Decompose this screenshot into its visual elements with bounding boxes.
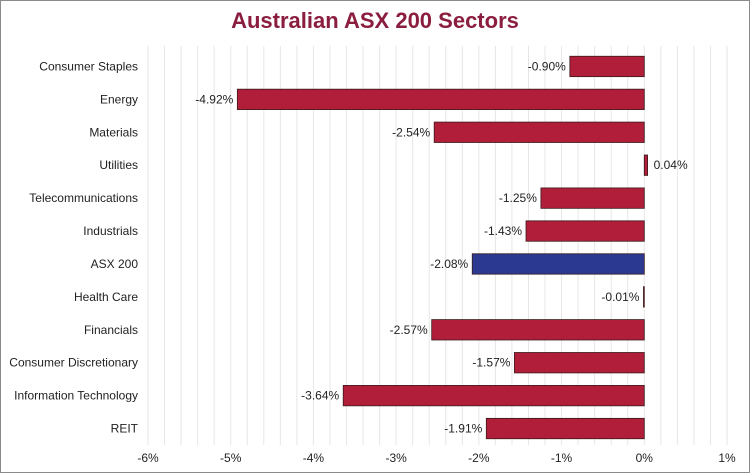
bar <box>433 121 645 143</box>
data-label: -1.91% <box>444 422 482 436</box>
data-label: -3.64% <box>301 389 339 403</box>
category-label: Consumer Staples <box>39 59 138 73</box>
bars <box>236 55 648 440</box>
bar <box>569 55 645 78</box>
data-label: -4.92% <box>195 92 233 106</box>
labels: -6% -5% -4% -3% -2% -1% 0% 1% Consumer Staples -0… <box>9 59 736 465</box>
category-label: Consumer Discretionary <box>9 356 138 370</box>
category-label: Financials <box>84 323 138 337</box>
category-label: Industrials <box>83 224 138 238</box>
bar <box>471 253 645 275</box>
bar <box>514 352 645 374</box>
bar <box>236 88 645 110</box>
bar <box>431 319 645 341</box>
x-tick-label: -2% <box>468 451 490 465</box>
data-label: -2.57% <box>390 323 428 337</box>
bar <box>525 220 645 242</box>
category-label: ASX 200 <box>91 257 139 271</box>
bar <box>643 154 648 176</box>
data-label: -1.57% <box>472 356 510 370</box>
grid-lines <box>147 46 728 445</box>
data-label: 0.04% <box>654 158 688 172</box>
chart-title: Australian ASX 200 Sectors <box>231 8 519 33</box>
x-tick-label: 0% <box>636 451 654 465</box>
x-tick-label: -3% <box>385 451 407 465</box>
category-label: Energy <box>100 92 138 106</box>
x-tick-label: -4% <box>303 451 325 465</box>
category-label: REIT <box>111 422 139 436</box>
category-label: Health Care <box>74 290 138 304</box>
category-label: Information Technology <box>14 389 138 403</box>
data-label: -2.08% <box>430 257 468 271</box>
bar <box>643 286 645 308</box>
x-tick-label: -1% <box>551 451 573 465</box>
bar <box>342 385 645 407</box>
data-label: -1.25% <box>499 191 537 205</box>
x-tick-label: -6% <box>137 451 159 465</box>
data-label: -0.90% <box>528 59 566 73</box>
category-label: Telecommunications <box>29 191 138 205</box>
category-label: Utilities <box>99 158 138 172</box>
data-label: -1.43% <box>484 224 522 238</box>
data-label: -0.01% <box>601 290 639 304</box>
category-label: Materials <box>89 125 138 139</box>
x-tick-label: 1% <box>718 451 736 465</box>
x-tick-label: -5% <box>220 451 242 465</box>
data-label: -2.54% <box>392 125 430 139</box>
bar <box>540 187 645 209</box>
bar <box>485 417 645 440</box>
